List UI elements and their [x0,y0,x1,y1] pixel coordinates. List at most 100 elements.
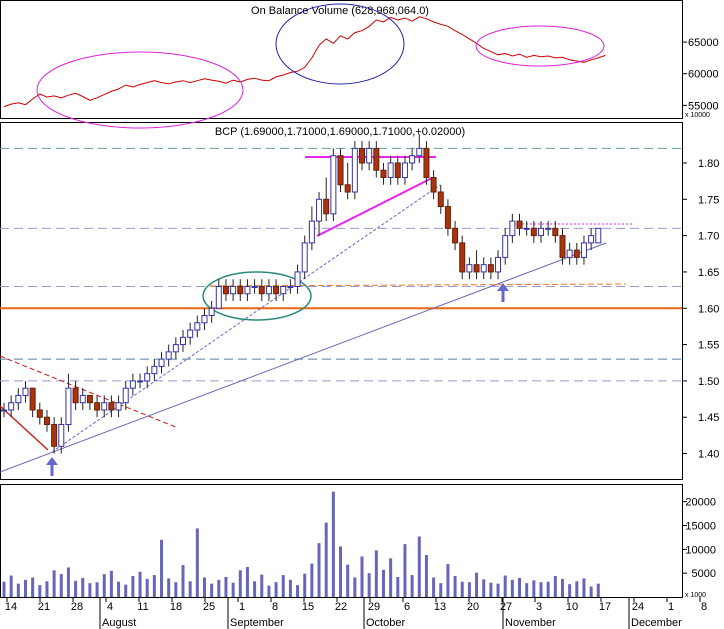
volume-bar [45,581,49,597]
volume-bar [102,574,106,597]
candle-body [65,387,72,426]
candle-body [208,307,215,317]
volume-bar [181,565,185,597]
obv-ellipse-august [36,51,244,129]
x-tick-label: 6 [404,601,410,613]
candle-body [502,235,509,258]
volume-bar [589,586,593,597]
volume-tick-label: 5000 [692,568,716,580]
candle-body [165,351,172,360]
volume-bar [389,558,393,597]
candle-body [466,264,473,273]
candle-body [122,387,129,404]
volume-bar [367,573,371,597]
volume-bar [16,583,20,597]
volume-bar [210,583,214,597]
volume-bar [109,570,113,597]
candle-body [588,235,595,244]
obv-ellipse-november [475,25,605,67]
month-label: September [230,617,284,629]
obv-unit-label: x 10000 [685,112,710,119]
volume-bar [568,584,572,597]
volume-bar [339,546,343,597]
volume-bar [9,575,13,597]
volume-bar [496,583,500,597]
volume-bar [174,582,178,597]
volume-bar [381,569,385,597]
x-tick-label: 21 [38,601,50,613]
candle-body [8,402,15,411]
obv-tick-label: 65000 [688,37,719,49]
candle-body [480,264,487,273]
candle-body [22,387,29,396]
volume-bar [303,573,307,597]
support-line [209,283,627,287]
volume-bar [346,564,350,597]
volume-bar [331,491,335,597]
candle-body [495,256,502,273]
candlesticks [1,133,602,454]
volume-bar [546,581,550,597]
candle-body [308,220,315,244]
candle-body [187,329,194,338]
candle-body [15,394,22,404]
long-term-uptrend-line [0,242,607,473]
candle-body [487,264,494,273]
candle-body [459,242,466,273]
candle-body [115,402,122,411]
volume-bar [360,556,364,597]
candle-body [72,387,79,404]
volume-bar [195,528,199,597]
candle-body [51,424,58,447]
volume-bar [124,584,128,597]
candle-body [573,249,580,258]
volume-bar [260,574,264,597]
volume-bar [152,575,156,597]
month-label: August [102,617,136,629]
candle-body [416,147,423,157]
volume-bar [38,585,42,597]
x-tick-label: 10 [566,601,578,613]
volume-y-axis: 5000 10000 15000 20000 [682,497,716,580]
candle-body [452,227,459,244]
volume-bar [88,583,92,597]
volume-tick-label: 10000 [685,544,716,556]
x-tick-label: 29 [368,601,380,613]
candle-body [29,387,36,411]
candle-body [158,358,165,367]
x-tick-label: 8 [701,601,707,613]
volume-bar [188,581,192,597]
volume-bar [374,550,378,597]
candle-body [258,285,265,295]
price-title: BCP (1.69000,1.71000,1.69000,1.71000,+0.… [215,126,465,138]
volume-bar [317,543,321,597]
volume-tick-label: 15000 [685,521,716,533]
volume-bar [417,536,421,597]
volume-bar [532,580,536,597]
volume-bar [231,582,235,597]
volume-bar [74,580,78,597]
candle-body [137,380,144,383]
candle-body [194,322,201,331]
x-tick-label: 14 [5,601,17,613]
volume-bar [95,582,99,597]
volume-bar [59,574,63,597]
downtrend-line [0,355,179,429]
candle-body [566,249,573,258]
candle-body [265,285,272,295]
candle-body [509,220,516,237]
x-tick-label: 22 [335,601,347,613]
candle-body [538,227,544,237]
obv-ellipse-october [275,3,405,85]
x-tick-label: 3 [536,601,542,613]
volume-bar [503,575,507,597]
x-tick-label: 20 [467,601,479,613]
candle-body [437,191,444,208]
x-tick-label: 24 [632,601,644,613]
volume-bar [410,575,414,597]
volume-bar [403,544,407,597]
candle-body [366,147,373,164]
price-tick-label: 1.70 [698,231,719,243]
volume-bar [253,581,257,597]
volume-bar [460,581,464,597]
